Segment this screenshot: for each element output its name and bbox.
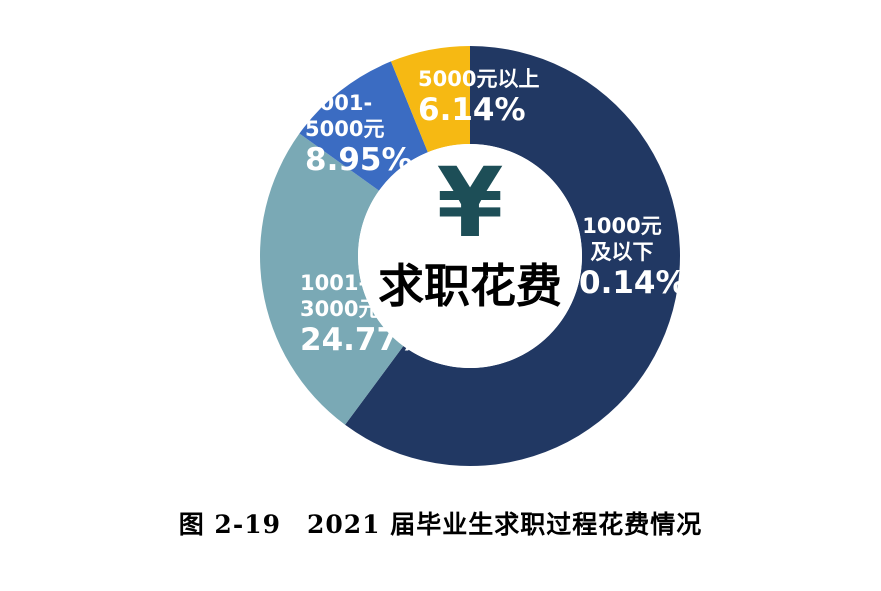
figure-number: 图 2-19 (178, 510, 281, 539)
donut-chart: ¥ 求职花费 1000元及以下60.14%1001-3000元24.77%300… (260, 46, 687, 467)
donut-center-hole (358, 144, 582, 368)
donut-slice (260, 133, 404, 425)
yen-icon: ¥ (437, 147, 504, 259)
donut-slice (345, 46, 681, 467)
figure-caption: 图 2-19 2021 届毕业生求职过程花费情况 (0, 505, 881, 541)
slice-category-label: 1001- (300, 271, 367, 295)
slices-layer (260, 46, 681, 467)
slice-percent-label: 60.14% (557, 265, 686, 301)
labels-layer: 1000元及以下60.14%1001-3000元24.77%3001-5000元… (300, 67, 687, 358)
center-title: 求职花费 (378, 259, 562, 313)
donut-slice (299, 61, 428, 191)
slice-percent-label: 8.95% (305, 142, 413, 178)
slice-category-label: 5000元 (305, 117, 384, 141)
slice-category-label: 5000元以上 (418, 67, 539, 91)
slice-category-label: 3001- (305, 91, 372, 115)
figure-title: 2021 届毕业生求职过程花费情况 (306, 510, 703, 539)
slice-percent-label: 6.14% (418, 92, 526, 128)
slice-percent-label: 24.77% (300, 322, 429, 358)
slice-category-label: 及以下 (591, 240, 654, 264)
donut-slice (390, 46, 470, 153)
slice-category-label: 3000元 (300, 297, 379, 321)
slice-category-label: 1000元 (582, 214, 661, 238)
